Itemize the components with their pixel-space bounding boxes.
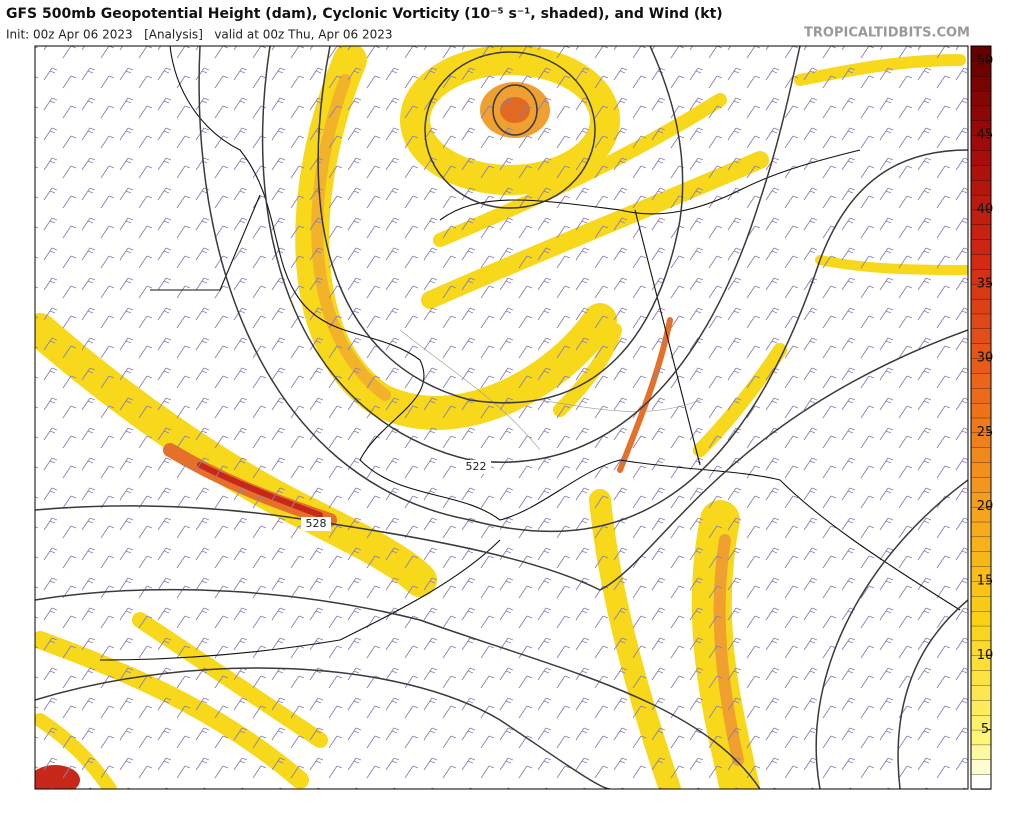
colorbar-cell (970, 744, 992, 760)
colorbar-cell (970, 298, 992, 315)
colorbar-tick-label: 45 (977, 128, 994, 143)
colorbar-cell (970, 372, 992, 389)
site-name: TROPICALTIDBITS.COM (804, 26, 970, 41)
colorbar-cell (970, 90, 992, 107)
subtitle: Init: 00z Apr 06 2023 [Analysis] valid a… (6, 28, 393, 42)
colorbar-cell (970, 402, 992, 419)
map: 522 528 (35, 46, 968, 789)
colorbar-tick-label: 20 (977, 499, 994, 514)
colorbar-cell (970, 476, 992, 493)
colorbar-cell (970, 699, 992, 716)
colorbar-cell (970, 773, 992, 790)
colorbar-cell (970, 447, 992, 463)
height-contours (35, 46, 968, 789)
colorbar-cell (970, 669, 992, 686)
title: GFS 500mb Geopotential Height (dam), Cyc… (6, 6, 723, 22)
colorbar-cell (970, 313, 992, 329)
colorbar-cell (970, 239, 992, 255)
colorbar: 5 10 15 20 25 30 35 40 45 50 (970, 45, 994, 790)
colorbar-cell (970, 521, 992, 538)
colorbar-cell (970, 149, 992, 166)
colorbar-cell (970, 625, 992, 642)
colorbar-tick-label: 25 (977, 425, 994, 440)
colorbar-cell (970, 164, 992, 181)
coastlines (99, 46, 961, 661)
colorbar-tick-label: 15 (977, 573, 994, 588)
colorbar-tick-label: 35 (977, 276, 994, 291)
colorbar-cell (970, 253, 992, 270)
colorbar-cell (970, 759, 992, 775)
colorbar-cell (970, 224, 992, 240)
colorbar-cell (970, 105, 992, 121)
wind-barbs (35, 46, 968, 789)
borders (399, 329, 701, 451)
map-frame (34, 45, 969, 790)
colorbar-cell (970, 75, 992, 92)
colorbar-tick-label: 50 (977, 53, 994, 68)
colorbar-cell (970, 461, 992, 478)
contour-labels: 522 528 (301, 460, 491, 531)
colorbar-cell (970, 387, 992, 404)
colorbar-cell (970, 610, 992, 627)
colorbar-tick-label: 5 (981, 722, 989, 737)
colorbar-cell (970, 179, 992, 196)
colorbar-tick-label: 30 (977, 351, 994, 366)
contour-label: 528 (306, 517, 327, 530)
colorbar-cell (970, 684, 992, 701)
colorbar-frame (970, 45, 992, 790)
colorbar-tick-label: 10 (977, 648, 994, 663)
contour-label: 522 (466, 460, 487, 473)
colorbar-cell (970, 328, 992, 344)
colorbar-tick-label: 40 (977, 202, 994, 217)
colorbar-cell (970, 595, 992, 612)
colorbar-cell (970, 551, 992, 567)
colorbar-cell (970, 536, 992, 552)
